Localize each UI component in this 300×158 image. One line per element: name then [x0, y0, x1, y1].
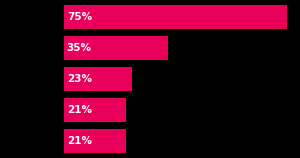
Bar — [64, 129, 126, 153]
Text: 35%: 35% — [67, 43, 92, 53]
Text: 75%: 75% — [67, 12, 92, 22]
Bar — [64, 98, 126, 122]
Text: 21%: 21% — [67, 136, 92, 146]
Bar — [64, 36, 168, 60]
Bar — [64, 5, 287, 29]
Text: 21%: 21% — [67, 105, 92, 115]
Text: 23%: 23% — [67, 74, 92, 84]
Bar — [64, 67, 132, 91]
